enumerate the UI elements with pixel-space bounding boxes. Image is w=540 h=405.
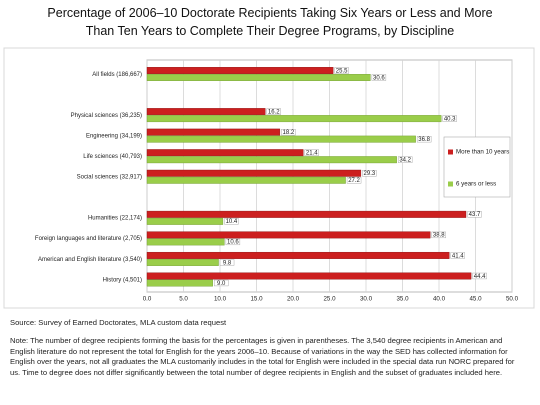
value-label: 43.7 [469, 212, 481, 218]
footnote: Note: The number of degree recipients fo… [10, 336, 515, 377]
bar [146, 251, 450, 259]
bar [146, 115, 442, 123]
bar [146, 108, 266, 116]
value-label-box [334, 67, 349, 74]
bar [146, 169, 362, 177]
y-tick-label: Life sciences (40,793) [83, 154, 142, 160]
bar [146, 156, 397, 164]
value-label-box [346, 177, 362, 184]
value-label-box [362, 170, 377, 177]
value-label-box [281, 129, 296, 136]
bar [146, 74, 371, 81]
value-label-box [467, 211, 482, 218]
value-label: 16.2 [268, 109, 280, 115]
value-label: 25.5 [336, 68, 348, 74]
x-tick-label: 35.0 [396, 296, 409, 303]
value-label: 36.8 [418, 137, 430, 143]
bar [146, 135, 416, 143]
value-label-box [472, 272, 487, 280]
chart-frame [3, 47, 535, 309]
legend-label: 6 years or less [456, 181, 496, 188]
y-tick-label: Physical sciences (36,235) [71, 113, 142, 119]
value-label: 34.2 [399, 158, 411, 164]
value-label: 29.3 [364, 171, 376, 177]
legend-box [443, 136, 511, 198]
x-tick-label: 45.0 [469, 296, 482, 303]
x-tick-label: 50.0 [506, 296, 519, 303]
y-tick-label: Humanities (22,174) [88, 216, 142, 222]
value-label: 9.8 [223, 260, 232, 266]
x-tick-label: 40.0 [433, 296, 446, 303]
y-tick-label: History (4,501) [103, 277, 142, 283]
value-label-box [304, 149, 319, 156]
bar [146, 210, 467, 218]
bar [146, 217, 224, 225]
bar [146, 176, 346, 184]
legend-swatch [448, 181, 453, 187]
y-tick-label: Social sciences (32,917) [77, 175, 142, 181]
x-tick-label: 0.0 [143, 296, 152, 303]
value-label-box [213, 279, 229, 287]
value-label: 21.4 [306, 151, 318, 157]
value-label: 44.4 [474, 274, 486, 280]
value-label-box [450, 252, 465, 259]
y-tick-label: Engineering (34,199) [86, 133, 142, 139]
y-tick-label: American and English literature (3,540) [38, 257, 142, 263]
x-tick-label: 30.0 [360, 296, 373, 303]
value-label: 40.3 [444, 116, 456, 122]
bar [146, 67, 334, 74]
y-tick-label: Foreign languages and literature (2,705) [35, 236, 142, 242]
value-label-box [224, 218, 239, 225]
chart-title: Percentage of 2006–10 Doctorate Recipien… [47, 6, 492, 38]
bar [146, 272, 472, 280]
bar [146, 128, 281, 136]
value-label: 9.0 [217, 281, 226, 287]
legend-label: More than 10 years [456, 149, 509, 156]
x-tick-label: 15.0 [250, 296, 263, 303]
value-label: 38.8 [433, 233, 445, 239]
value-label-box [371, 74, 387, 81]
bar [146, 149, 304, 157]
value-label-box [431, 231, 446, 239]
x-tick-label: 25.0 [323, 296, 336, 303]
legend-swatch [448, 149, 453, 155]
x-tick-label: 20.0 [287, 296, 300, 303]
value-label: 18.2 [283, 130, 295, 136]
value-label: 10.6 [227, 240, 239, 246]
value-label-box [442, 115, 457, 122]
value-label: 10.4 [226, 219, 238, 225]
value-label: 27.2 [348, 178, 360, 184]
bar [146, 238, 225, 246]
bar [146, 279, 213, 287]
value-label-box [219, 259, 235, 266]
value-label: 30.6 [373, 75, 385, 81]
x-tick-label: 10.0 [214, 296, 227, 303]
source-note: Source: Survey of Earned Doctorates, MLA… [10, 318, 227, 327]
bar [146, 258, 219, 266]
bar [146, 231, 431, 239]
value-label-box [397, 156, 413, 163]
value-label: 41.4 [452, 253, 464, 259]
y-tick-label: All fields (186,667) [92, 72, 142, 78]
value-label-box [266, 108, 281, 115]
x-tick-label: 5.0 [179, 296, 188, 303]
value-label-box [416, 136, 432, 143]
value-label-box [225, 238, 241, 246]
